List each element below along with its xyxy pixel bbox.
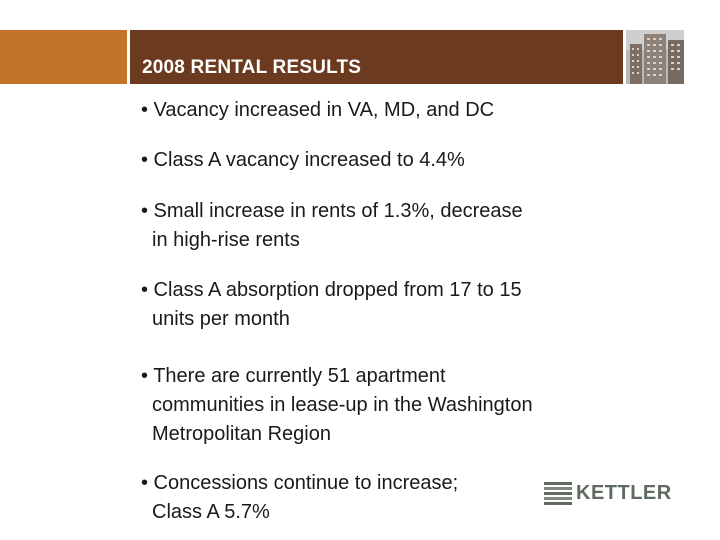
bullet-line: • Class A vacancy increased to 4.4%	[141, 149, 465, 171]
bullet-line: communities in lease-up in the Washingto…	[152, 394, 533, 416]
bullet-line: • Vacancy increased in VA, MD, and DC	[141, 99, 495, 121]
header-title-bar	[130, 30, 623, 84]
kettler-logo: KETTLER	[544, 480, 672, 506]
kettler-stripes-icon	[544, 482, 572, 505]
header-accent-bar	[0, 30, 127, 84]
bullet-item: • Class A absorption dropped from 17 to …	[141, 276, 522, 334]
slide-title: 2008 RENTAL RESULTS	[142, 57, 362, 78]
logo-wordmark: KETTLER	[576, 481, 672, 504]
bullet-item: • Vacancy increased in VA, MD, and DC	[141, 96, 494, 125]
bullet-line: Class A 5.7%	[152, 501, 270, 523]
bullet-item: • There are currently 51 apartment commu…	[141, 362, 533, 449]
bullet-item: • Class A vacancy increased to 4.4%	[141, 146, 465, 175]
bullet-line: • Small increase in rents of 1.3%, decre…	[141, 200, 523, 222]
bullet-line: in high-rise rents	[152, 229, 300, 251]
bullet-line: • Class A absorption dropped from 17 to …	[141, 279, 522, 301]
bullet-line: Metropolitan Region	[152, 423, 331, 445]
bullet-item: • Small increase in rents of 1.3%, decre…	[141, 197, 523, 255]
skyscraper-photo-icon	[626, 30, 684, 84]
bullet-line: • Concessions continue to increase;	[141, 472, 459, 494]
bullet-line: • There are currently 51 apartment	[141, 365, 446, 387]
bullet-item: • Concessions continue to increase; Clas…	[141, 469, 458, 527]
bullet-line: units per month	[152, 308, 290, 330]
